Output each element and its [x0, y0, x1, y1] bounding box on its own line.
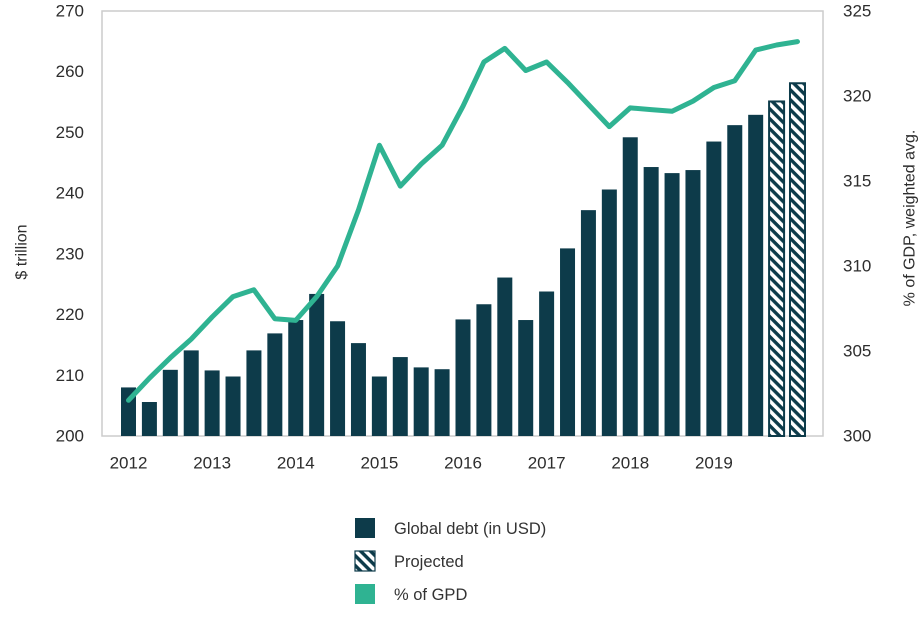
debt-bar: [497, 277, 513, 436]
right-axis-tick-label: 315: [843, 172, 871, 191]
left-axis-tick-label: 270: [56, 2, 84, 21]
left-axis-tick-label: 230: [56, 244, 84, 263]
debt-bar: [392, 357, 408, 436]
debt-bar: [141, 402, 157, 436]
debt-bar: [539, 291, 555, 436]
debt-bar: [685, 170, 701, 437]
debt-bar: [706, 141, 722, 437]
x-axis-year-label: 2018: [611, 454, 649, 473]
debt-bar: [162, 369, 178, 436]
left-axis-tick-label: 260: [56, 62, 84, 81]
debt-bar: [560, 248, 576, 436]
debt-bar: [643, 167, 659, 437]
left-axis-tick-label: 200: [56, 427, 84, 446]
debt-bar: [330, 321, 346, 436]
debt-bar: [476, 304, 492, 436]
legend-item-line: % of GPD: [355, 584, 467, 604]
debt-bar: [518, 320, 534, 436]
right-axis-title: % of GDP, weighted avg.: [902, 130, 919, 307]
projected-debt-bar: [768, 100, 786, 437]
projected-debt-bar: [788, 82, 806, 437]
legend-label: Global debt (in USD): [394, 520, 546, 538]
debt-bar: [267, 333, 283, 436]
legend-item-solid: Global debt (in USD): [355, 518, 546, 538]
debt-bar: [183, 350, 199, 436]
legend-swatch-projected-hatch: [354, 550, 376, 572]
legend-swatch-gdp-line: [355, 584, 375, 604]
debt-bar: [455, 319, 471, 436]
right-axis-tick-label: 320: [843, 87, 871, 106]
gdp-percent-line: [126, 39, 800, 403]
debt-bar: [622, 137, 638, 437]
x-axis-year-label: 2019: [695, 454, 733, 473]
debt-bar: [371, 376, 387, 436]
right-axis-tick-label: 300: [843, 427, 871, 446]
debt-bar: [727, 125, 743, 437]
x-axis-year-label: 2015: [360, 454, 398, 473]
x-axis-year-label: 2012: [110, 454, 148, 473]
debt-bar: [601, 189, 617, 436]
debt-bar: [413, 367, 429, 436]
right-axis-tick-label: 310: [843, 257, 871, 276]
left-axis-tick-label: 210: [56, 366, 84, 385]
right-axis-tick-label: 325: [843, 2, 871, 21]
debt-bar: [246, 350, 262, 436]
left-axis-tick-label: 240: [56, 184, 84, 203]
left-axis-tick-label: 220: [56, 305, 84, 324]
debt-bar: [434, 369, 450, 436]
debt-bar: [748, 114, 764, 437]
debt-bar: [225, 376, 241, 436]
x-axis-year-label: 2016: [444, 454, 482, 473]
left-axis-tick-label: 250: [56, 123, 84, 142]
x-axis-year-label: 2017: [528, 454, 566, 473]
right-axis-tick-label: 305: [843, 342, 871, 361]
debt-bar: [350, 343, 366, 436]
legend-item-hatched: Projected: [354, 550, 464, 572]
debt-bar: [204, 370, 220, 436]
legend-swatch-solid-bar: [355, 518, 375, 538]
debt-bar: [288, 320, 304, 436]
legend-label: % of GPD: [394, 586, 467, 604]
x-axis-year-label: 2013: [193, 454, 231, 473]
debt-bar: [664, 173, 680, 436]
debt-bar: [580, 210, 596, 436]
x-axis-year-label: 2014: [277, 454, 315, 473]
debt-bar: [309, 293, 325, 436]
legend-label: Projected: [394, 553, 464, 571]
left-axis-title: $ trillion: [14, 224, 31, 279]
